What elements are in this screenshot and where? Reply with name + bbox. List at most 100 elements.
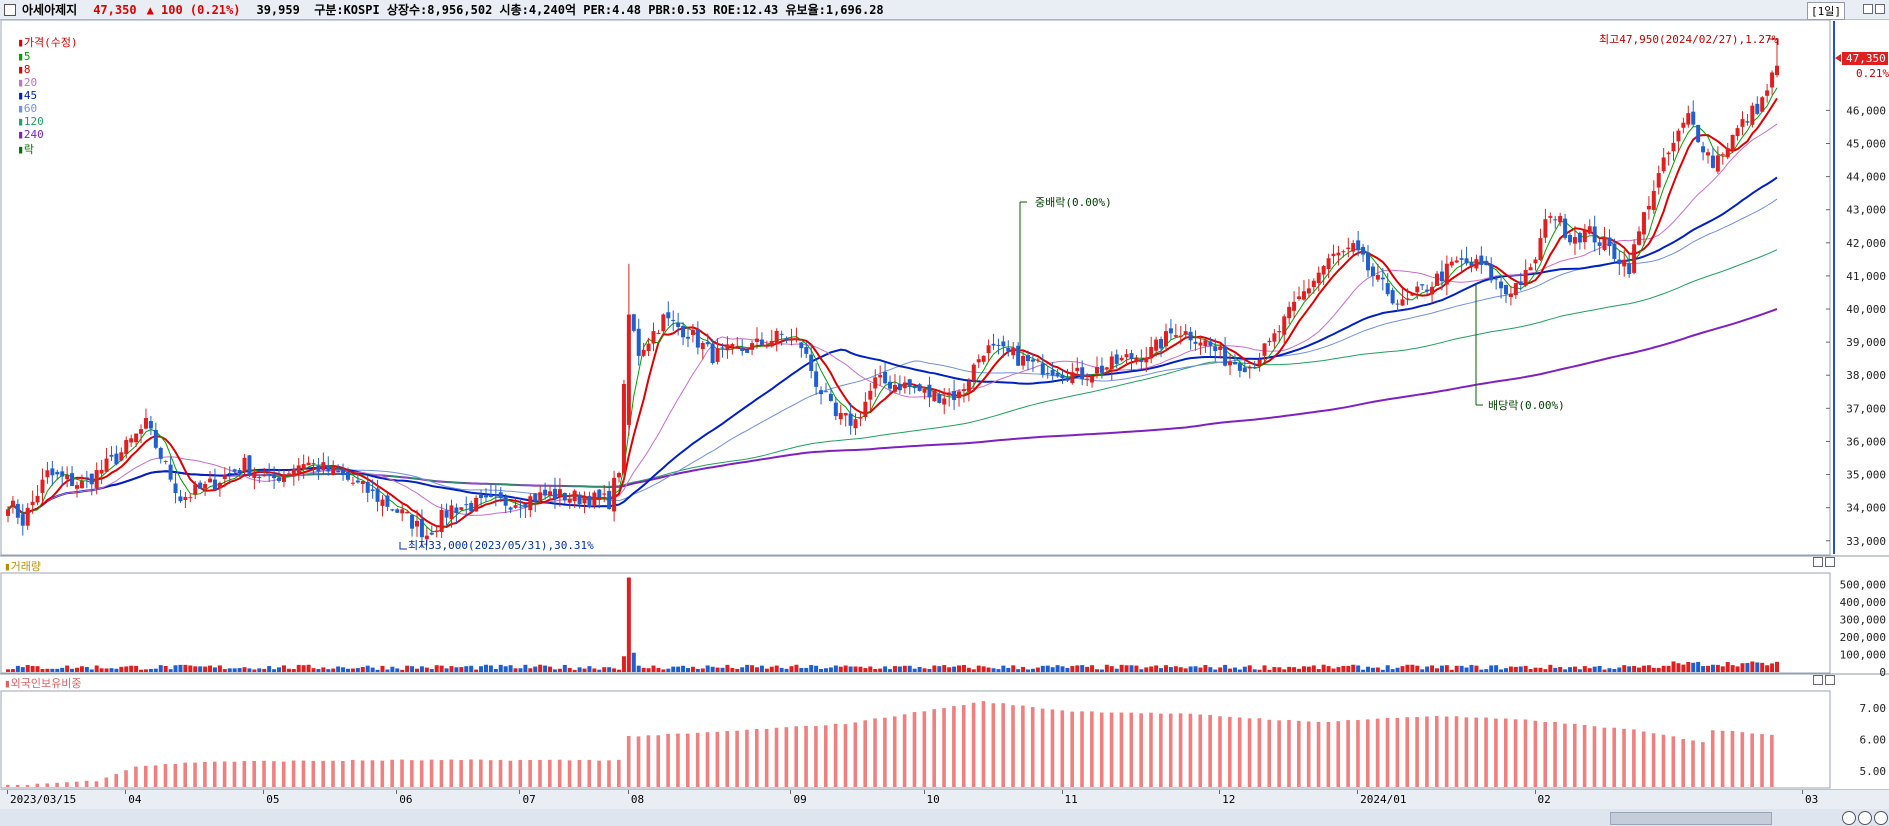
foreign-panel-controls[interactable] (1813, 675, 1835, 685)
foreign-bar (1720, 730, 1725, 787)
candle-body (1218, 346, 1223, 350)
candle-body (617, 473, 622, 478)
foreign-bar (65, 782, 69, 787)
period-button[interactable]: [1일] (1807, 2, 1845, 20)
candle-body (676, 322, 681, 327)
candle-body (1173, 335, 1178, 337)
x-tick-label: 03 (1805, 793, 1819, 806)
candle-body (1661, 157, 1666, 172)
candle-body (705, 342, 710, 345)
volume-bar (966, 667, 971, 672)
candle-body (1745, 121, 1750, 123)
volume-bar (996, 669, 1001, 672)
volume-bar (50, 668, 55, 672)
foreign-bar (1513, 719, 1518, 787)
candle-body (543, 489, 548, 496)
foreign-bar (1464, 717, 1469, 787)
foreign-bar (626, 735, 631, 787)
candle-body (1577, 232, 1582, 243)
foreign-bar (1494, 718, 1498, 787)
volume-bar (695, 668, 700, 672)
candle-body (1681, 122, 1686, 128)
candle-body (350, 482, 355, 484)
candle-body (1262, 343, 1267, 356)
volume-bar (1104, 664, 1109, 672)
candle-body (119, 452, 124, 461)
volume-bar (1094, 669, 1099, 672)
zoom-controls[interactable] (1842, 811, 1888, 825)
volume-y-tick-label: 500,000 (1840, 579, 1886, 592)
volume-bar (1691, 662, 1696, 672)
foreign-bar (892, 716, 897, 787)
volume-bar (607, 667, 612, 672)
price-y-tick-label: 42,000 (1846, 237, 1886, 250)
foreign-bar (1385, 717, 1390, 787)
candle-body (548, 491, 553, 496)
candle-body (1282, 316, 1287, 335)
foreign-bar (548, 759, 552, 787)
volume-bar (937, 666, 942, 672)
zoom-in-icon[interactable] (1842, 811, 1856, 825)
volume-bar (79, 666, 84, 672)
volume-bar (1676, 663, 1681, 672)
candle-body (740, 347, 745, 352)
candle-body (1094, 367, 1099, 374)
foreign-bar (193, 762, 197, 787)
volume-bar (754, 667, 759, 672)
volume-bar (222, 669, 227, 672)
volume-bar (1701, 666, 1706, 672)
volume-panel-controls[interactable] (1813, 557, 1835, 567)
candle-body (1533, 259, 1538, 264)
price-legend: ▮가격(수정) ▮5 ▮8 ▮20 ▮45 ▮60 ▮120 ▮240 ▮락 (17, 36, 78, 156)
foreign-bar (932, 709, 936, 787)
zoom-reset-icon[interactable] (1874, 811, 1888, 825)
volume-bar (1297, 668, 1302, 672)
last-price-marker (1842, 52, 1888, 65)
volume-bar (306, 664, 311, 672)
volume-bar (311, 668, 316, 672)
foreign-bar (1563, 723, 1567, 787)
foreign-bar (1592, 726, 1597, 787)
candle-body (400, 509, 405, 514)
candle-body (163, 460, 168, 462)
volume-bar (1444, 665, 1449, 672)
candle-body (1223, 346, 1228, 366)
foreign-bar (686, 733, 690, 787)
volume-bar (902, 665, 907, 672)
volume-bar (976, 665, 981, 672)
candle-body (1503, 285, 1508, 295)
foreign-bar (262, 760, 266, 787)
candle-body (321, 462, 326, 471)
candle-body (109, 454, 114, 457)
candle-body (1459, 258, 1464, 260)
volume-bar (281, 665, 286, 672)
volume-bar (227, 668, 232, 672)
price-y-tick-label: 43,000 (1846, 204, 1886, 217)
candle-body (429, 532, 434, 535)
candle-body (715, 348, 720, 362)
candle-body (94, 470, 99, 488)
x-tick (1534, 790, 1536, 794)
foreign-bar (104, 777, 109, 787)
zoom-out-icon[interactable] (1858, 811, 1872, 825)
window-controls[interactable] (1863, 4, 1885, 14)
volume-bar (1114, 668, 1119, 672)
chart-scrollbar[interactable] (1610, 812, 1772, 825)
volume-bar (173, 665, 178, 672)
candle-body (1178, 335, 1183, 337)
volume-bar (1124, 665, 1129, 672)
volume-bar (1518, 666, 1523, 672)
x-tick (7, 790, 8, 794)
select-checkbox[interactable] (4, 3, 16, 16)
volume-bar (1356, 665, 1361, 672)
foreign-bar (1366, 719, 1370, 787)
foreign-bar (94, 781, 99, 787)
foreign-bar (518, 759, 523, 787)
candle-body (1326, 258, 1331, 270)
legend-ma60: 60 (23, 102, 38, 115)
volume-bar (1213, 669, 1218, 672)
foreign-bar (528, 759, 532, 787)
candle-body (759, 339, 764, 345)
foreign-bar (222, 761, 227, 787)
volume-bar (94, 665, 99, 672)
